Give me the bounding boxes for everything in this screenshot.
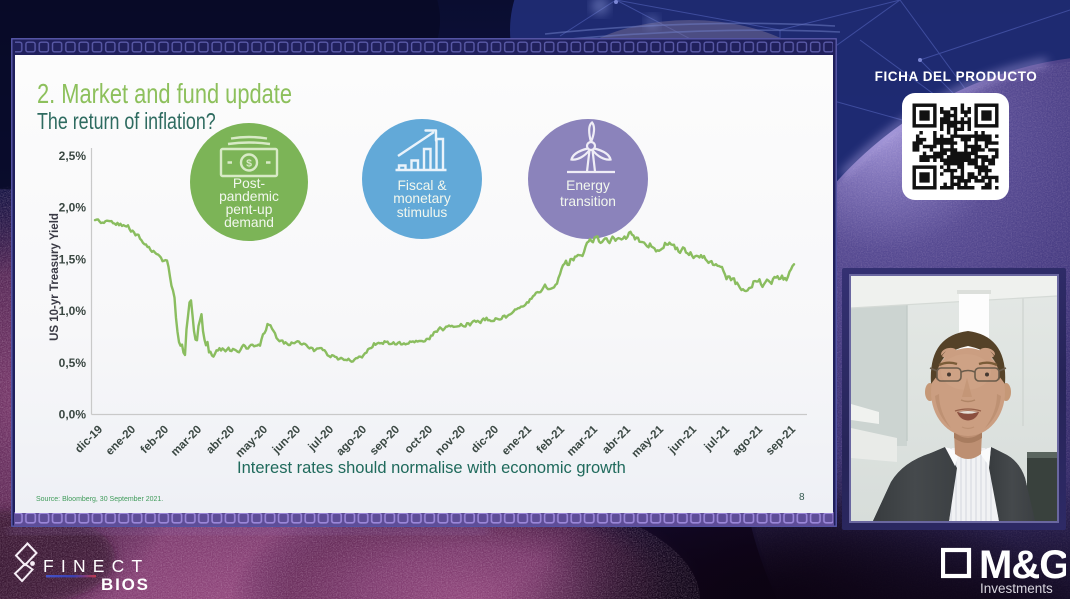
- svg-text:1,5%: 1,5%: [59, 252, 87, 266]
- svg-text:jul-21: jul-21: [702, 423, 733, 454]
- svg-text:sep-21: sep-21: [764, 423, 799, 458]
- svg-text:ago-20: ago-20: [334, 424, 369, 459]
- svg-text:0,5%: 0,5%: [59, 356, 87, 370]
- svg-text:abr-20: abr-20: [204, 424, 237, 457]
- svg-text:dic-20: dic-20: [469, 424, 501, 456]
- svg-text:may-20: may-20: [234, 424, 271, 461]
- svg-text:M&G: M&G: [979, 546, 1066, 587]
- svg-text:mar-21: mar-21: [565, 423, 601, 459]
- svg-text:0,0%: 0,0%: [59, 408, 87, 422]
- svg-text:nov-20: nov-20: [433, 424, 468, 459]
- svg-text:US 10-yr Treasury Yield: US 10-yr Treasury Yield: [49, 213, 61, 341]
- svg-text:ene-21: ene-21: [500, 423, 535, 458]
- svg-text:jul-20: jul-20: [306, 424, 336, 454]
- svg-text:1,0%: 1,0%: [59, 304, 87, 318]
- svg-text:2,5%: 2,5%: [59, 149, 87, 163]
- svg-text:$: $: [246, 158, 252, 170]
- svg-text:dic-19: dic-19: [73, 424, 105, 456]
- svg-text:sep-20: sep-20: [368, 424, 402, 458]
- svg-text:BIOS: BIOS: [101, 575, 150, 594]
- svg-text:jun-20: jun-20: [270, 424, 303, 457]
- svg-text:oct-20: oct-20: [403, 424, 435, 456]
- svg-text:FINECT: FINECT: [43, 556, 149, 576]
- svg-text:Investments: Investments: [980, 581, 1053, 596]
- svg-text:feb-20: feb-20: [139, 424, 171, 456]
- svg-text:ene-20: ene-20: [104, 424, 138, 458]
- svg-text:jun-21: jun-21: [666, 423, 700, 457]
- svg-text:feb-21: feb-21: [535, 423, 568, 456]
- svg-text:may-21: may-21: [630, 423, 667, 460]
- svg-text:ago-21: ago-21: [730, 423, 765, 458]
- svg-text:mar-20: mar-20: [169, 424, 204, 459]
- svg-text:2,0%: 2,0%: [59, 201, 87, 215]
